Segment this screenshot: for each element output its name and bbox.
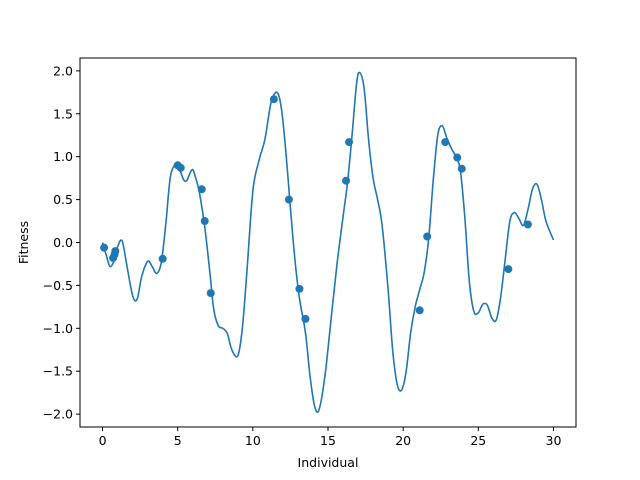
y-tick-label: −0.5 (43, 278, 73, 293)
x-tick-label: 30 (546, 433, 562, 448)
x-axis-label: Individual (298, 455, 359, 470)
data-point (269, 95, 278, 104)
y-tick-label: 2.0 (53, 63, 73, 78)
plot-area (100, 71, 555, 413)
y-tick-label: 0.0 (53, 235, 73, 250)
x-tick-label: 10 (245, 433, 261, 448)
data-point (423, 232, 432, 241)
data-point (200, 217, 209, 226)
data-point (111, 247, 120, 256)
data-point (197, 185, 206, 194)
x-axis-ticks: 0 5 10 15 20 25 30 (99, 427, 562, 448)
data-point (301, 314, 310, 323)
data-point (206, 289, 215, 298)
x-tick-label: 0 (99, 433, 107, 448)
data-point (453, 153, 462, 162)
data-point (100, 243, 109, 252)
data-point (176, 163, 185, 172)
y-axis-ticks: −2.0 −1.5 −1.0 −0.5 0.0 0.5 1.0 1.5 2.0 (43, 63, 80, 422)
x-tick-label: 25 (470, 433, 486, 448)
y-axis-label: Fitness (16, 221, 31, 264)
y-tick-label: 1.0 (53, 149, 73, 164)
data-point (345, 138, 354, 147)
y-tick-label: −1.0 (43, 321, 73, 336)
y-tick-label: −1.5 (43, 364, 73, 379)
data-point (523, 220, 532, 229)
data-point (441, 138, 450, 147)
data-point (342, 176, 351, 185)
data-point (284, 195, 293, 204)
data-point (504, 265, 513, 274)
data-point (457, 164, 466, 173)
data-point (295, 284, 304, 293)
data-point (158, 254, 167, 263)
fitness-line (101, 71, 555, 413)
data-point (415, 306, 424, 315)
x-tick-label: 20 (395, 433, 411, 448)
y-tick-label: 0.5 (53, 192, 73, 207)
y-tick-label: −2.0 (43, 407, 73, 422)
axes-frame (79, 57, 577, 428)
x-tick-label: 15 (320, 433, 336, 448)
y-tick-label: 1.5 (53, 106, 73, 121)
x-tick-label: 5 (174, 433, 182, 448)
